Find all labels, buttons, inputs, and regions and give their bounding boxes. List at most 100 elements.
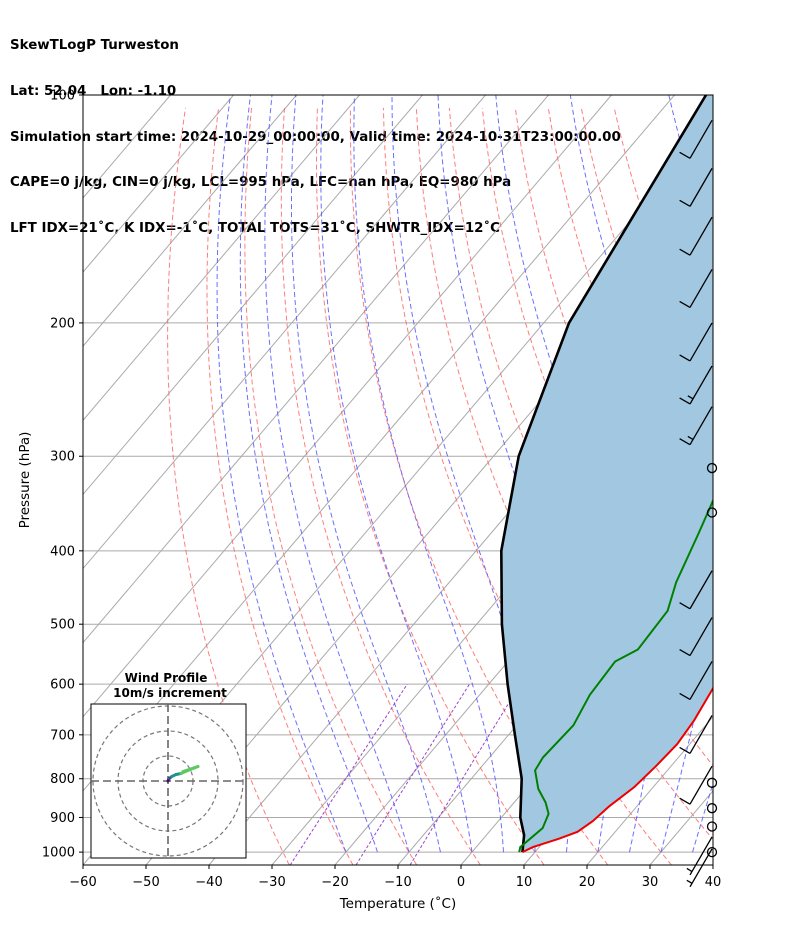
wind-barb-shaft	[689, 570, 713, 610]
y-tick-label: 100	[50, 89, 75, 104]
wind-barbs	[679, 119, 718, 888]
wind-barb-flag	[679, 300, 691, 309]
hodograph-segment	[181, 767, 192, 773]
moist-adiabat	[216, 95, 347, 853]
plot-area	[83, 95, 713, 865]
wind-barb	[679, 715, 713, 755]
y-tick-label: 400	[50, 544, 75, 559]
x-tick-label: 0	[457, 875, 465, 890]
isotherm-line	[83, 95, 549, 644]
wind-barb-shaft	[689, 765, 713, 805]
wind-barb	[679, 168, 713, 207]
wind-barb-flag	[679, 746, 691, 755]
wind-barb-shaft	[689, 836, 713, 876]
y-tick-label: 600	[50, 678, 75, 693]
inset-title: Wind Profile	[125, 671, 208, 685]
y-tick-label: 500	[50, 618, 75, 633]
dry-adiabat	[415, 107, 713, 841]
wind-barb	[679, 322, 713, 362]
wind-barb-calm	[706, 507, 718, 518]
wind-barb-shaft	[689, 848, 713, 888]
wind-barb-calm	[706, 821, 718, 832]
mixing-ratio-line	[409, 683, 521, 865]
instability-shading	[501, 95, 713, 853]
wind-barb-shaft	[689, 322, 713, 362]
wind-barb-flag	[679, 199, 691, 207]
moist-adiabat	[291, 95, 441, 853]
wind-barb-half-flag	[686, 879, 693, 884]
isotherm-line	[83, 95, 612, 718]
x-tick-label: 10	[516, 875, 533, 890]
dewpoint-line	[518, 498, 713, 853]
wind-barb-flag	[679, 602, 691, 610]
wind-barb-shaft	[689, 269, 713, 308]
moist-adiabat	[264, 95, 410, 853]
wind-barb-shaft	[689, 617, 713, 656]
dry-adiabat	[280, 107, 481, 865]
wind-barb-flag	[679, 151, 691, 159]
mixing-ratio-line	[355, 683, 470, 865]
isotherm-line	[83, 95, 486, 570]
x-tick-label: −30	[258, 875, 285, 890]
inset-rings	[91, 704, 246, 858]
wind-barb-flag	[679, 692, 691, 701]
wind-barb-flag	[679, 797, 691, 805]
y-tick-label: 1000	[42, 846, 75, 861]
wind-barb-calm	[706, 462, 718, 474]
wind-barb	[679, 365, 713, 405]
dry-adiabat	[167, 107, 290, 865]
mixing-ratio-line	[289, 683, 408, 865]
wind-barb	[679, 617, 713, 657]
wind-barb-calm	[706, 803, 718, 814]
station-title: SkewTLogP Turweston	[10, 38, 179, 54]
dry-adiabat	[206, 107, 354, 865]
wind-barb	[686, 848, 713, 888]
dry-adiabat	[316, 107, 545, 865]
wind-barb	[679, 269, 713, 309]
moist-adiabat	[391, 95, 536, 853]
isotherm-line	[83, 95, 234, 273]
isotherm-line	[83, 95, 360, 422]
x-tick-label: −60	[69, 875, 96, 890]
parcel-profile-line	[499, 95, 708, 853]
wind-barb-shaft	[689, 661, 713, 700]
wind-barb	[679, 119, 713, 159]
wind-barb-shaft	[689, 406, 713, 445]
stability-indices-2: LFT IDX=21˚C, K IDX=-1˚C, TOTAL TOTS=31˚…	[10, 220, 500, 236]
wind-barb	[679, 570, 713, 610]
dry-adiabat	[382, 107, 672, 865]
wind-barb-shaft	[689, 168, 713, 207]
isotherm-line	[397, 493, 713, 865]
x-tick-label: 40	[705, 875, 722, 890]
isotherm-line	[586, 715, 713, 865]
x-axis-label: Temperature (˚C)	[339, 895, 457, 912]
wind-barb-flag	[679, 397, 691, 405]
wind-barb	[679, 765, 713, 805]
wind-barb-shaft	[689, 119, 713, 159]
moist-adiabat	[437, 95, 572, 853]
wind-barb-flag	[679, 648, 691, 657]
wind-barb	[679, 661, 713, 701]
wind-barb-shaft	[689, 715, 713, 754]
dry-adiabat	[244, 107, 418, 865]
axis-ticks: −60 −50 −40 −30 −20 −10 0 10 20 30 40 100 200 300 400 5…	[42, 89, 721, 891]
wind-barb-flag	[679, 248, 691, 256]
y-tick-label: 900	[50, 811, 75, 826]
wind-barb-half-flag	[687, 395, 694, 400]
wind-barb-shaft	[689, 365, 713, 405]
wind-barb	[679, 406, 713, 446]
simulation-times: Simulation start time: 2024-10-29_00:00:…	[10, 129, 621, 145]
wind-barb-flag	[679, 438, 691, 446]
y-axis-label: Pressure (hPa)	[17, 432, 33, 529]
y-tick-label: 200	[50, 316, 75, 331]
inset-subtitle: 10m/s increment	[113, 686, 227, 700]
wind-barb-shaft	[689, 216, 713, 256]
isotherm-line	[83, 95, 297, 347]
x-tick-label: −10	[384, 875, 411, 890]
wind-barb-calm	[706, 777, 718, 788]
temperature-line	[521, 686, 713, 854]
wind-barb-half-flag	[686, 867, 693, 873]
moist-adiabat	[320, 95, 473, 853]
